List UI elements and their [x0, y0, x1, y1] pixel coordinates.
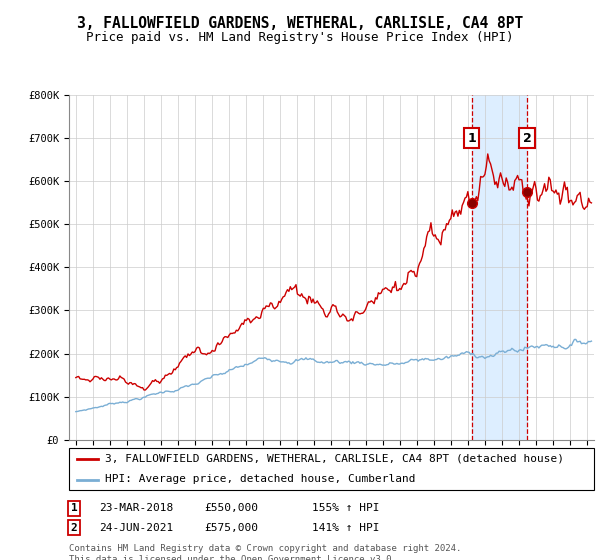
Text: 24-JUN-2021: 24-JUN-2021 — [99, 522, 173, 533]
Text: 1: 1 — [71, 503, 77, 514]
Text: Price paid vs. HM Land Registry's House Price Index (HPI): Price paid vs. HM Land Registry's House … — [86, 31, 514, 44]
Bar — [527, 95, 594, 440]
Text: 2: 2 — [71, 522, 77, 533]
FancyBboxPatch shape — [69, 448, 594, 490]
Text: 155% ↑ HPI: 155% ↑ HPI — [312, 503, 380, 514]
Text: 1: 1 — [467, 132, 476, 144]
Text: 23-MAR-2018: 23-MAR-2018 — [99, 503, 173, 514]
Text: Contains HM Land Registry data © Crown copyright and database right 2024.
This d: Contains HM Land Registry data © Crown c… — [69, 544, 461, 560]
Text: 141% ↑ HPI: 141% ↑ HPI — [312, 522, 380, 533]
Bar — [472, 95, 527, 440]
Text: 3, FALLOWFIELD GARDENS, WETHERAL, CARLISLE, CA4 8PT: 3, FALLOWFIELD GARDENS, WETHERAL, CARLIS… — [77, 16, 523, 31]
Text: HPI: Average price, detached house, Cumberland: HPI: Average price, detached house, Cumb… — [105, 474, 415, 484]
Text: £575,000: £575,000 — [204, 522, 258, 533]
Text: 2: 2 — [523, 132, 532, 144]
Text: 3, FALLOWFIELD GARDENS, WETHERAL, CARLISLE, CA4 8PT (detached house): 3, FALLOWFIELD GARDENS, WETHERAL, CARLIS… — [105, 454, 564, 464]
Text: £550,000: £550,000 — [204, 503, 258, 514]
